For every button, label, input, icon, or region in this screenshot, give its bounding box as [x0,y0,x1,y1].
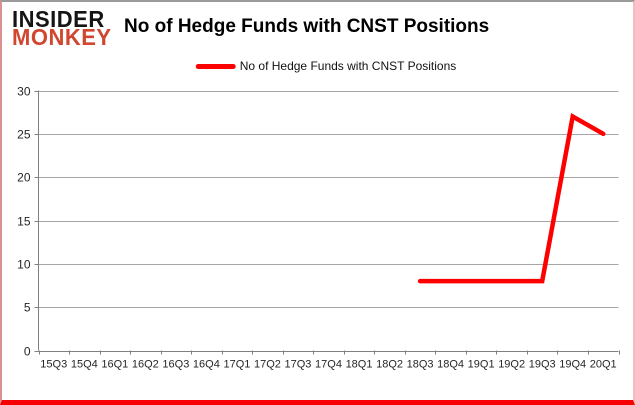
legend-label: No of Hedge Funds with CNST Positions [239,59,457,73]
x-axis-tick-label: 16Q3 [162,359,189,371]
y-axis-tick-label: 30 [17,85,31,99]
insider-monkey-logo: INSIDER MONKEY [12,5,112,51]
x-axis-tick-label: 17Q1 [223,359,250,371]
x-axis-tick-label: 19Q2 [498,359,525,371]
x-axis-tick-label: 18Q4 [437,359,464,371]
y-axis-tick-label: 15 [17,215,31,229]
x-axis-tick-label: 19Q3 [529,359,556,371]
x-axis-tick-label: 17Q2 [254,359,281,371]
series-line [417,112,606,284]
x-axis-tick-label: 15Q3 [40,359,67,371]
x-axis-tick-label: 16Q2 [132,359,159,371]
x-axis-tick-label: 15Q4 [71,359,98,371]
chart-title: No of Hedge Funds with CNST Positions [124,16,490,37]
x-axis-tick-label: 16Q4 [193,359,220,371]
x-axis-tick-label: 17Q4 [315,359,342,371]
x-axis-tick-label: 16Q1 [101,359,128,371]
y-axis-tick-label: 20 [17,171,31,185]
x-axis-tick-label: 18Q3 [407,359,434,371]
logo-text-monkey: MONKEY [12,24,112,51]
legend: No of Hedge Funds with CNST Positions [195,59,457,73]
line-chart-plot-area: 0 5 10 15 20 25 30 15Q3 15Q4 16Q1 16Q2 16Q3 16Q4 17Q1… [17,85,620,371]
y-axis-tick-label: 5 [24,301,31,315]
logo-text-insider: INSIDER [12,5,105,33]
y-axis-tick-label: 25 [17,128,31,142]
x-axis-tick-label: 19Q1 [468,359,495,371]
x-axis-tick-label: 17Q3 [285,359,312,371]
y-axis-tick-label: 0 [24,345,31,359]
x-axis-tick-label: 20Q1 [590,359,617,371]
x-axis-tick-label: 18Q2 [376,359,403,371]
x-axis-tick-label: 18Q1 [346,359,373,371]
legend-line-marker [195,63,236,69]
x-axis-tick-label: 19Q4 [559,359,586,371]
y-axis-tick-label: 10 [17,258,31,272]
